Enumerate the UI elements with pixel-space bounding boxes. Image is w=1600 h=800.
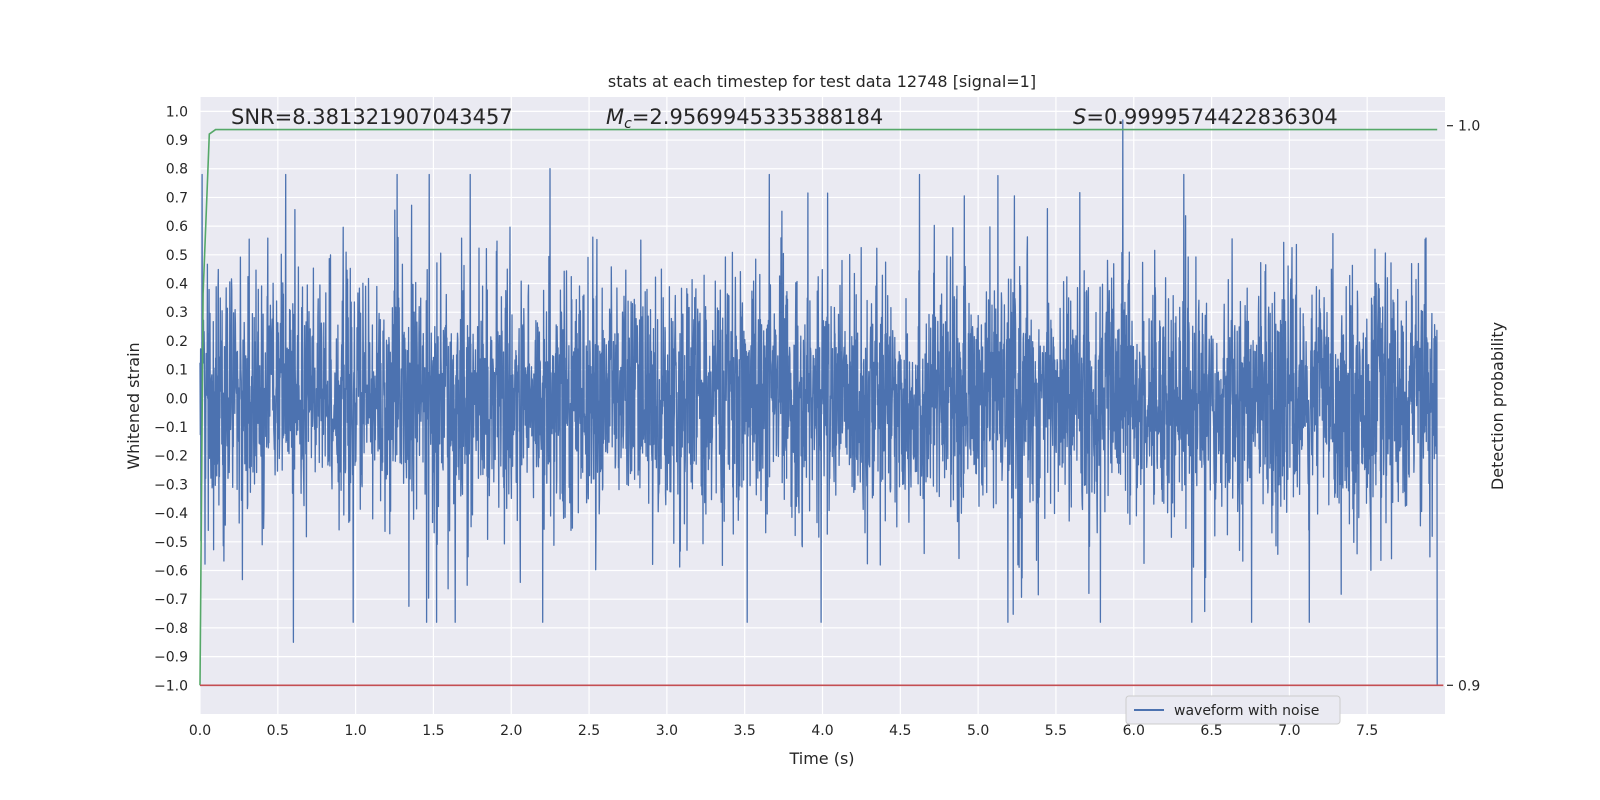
chirp-mass-subscript: c <box>624 116 632 132</box>
x-tick-label: 7.0 <box>1278 723 1300 739</box>
y-tick-label: 0.2 <box>166 334 188 350</box>
y-tick-label: −0.7 <box>154 592 188 608</box>
y-tick-label: 0.3 <box>166 305 188 321</box>
x-tick-label: 5.5 <box>1045 723 1067 739</box>
legend-label: waveform with noise <box>1174 703 1319 719</box>
y-tick-label: 0.9 <box>166 133 188 149</box>
detection-probability-line <box>199 128 1438 686</box>
y-tick-label: −0.1 <box>154 420 188 436</box>
x-tick-label: 3.5 <box>734 723 756 739</box>
y-axis-title: Whitened strain <box>124 342 143 469</box>
x-tick-label: 6.0 <box>1123 723 1145 739</box>
score-annotation: S=0.9999574422836304 <box>1073 105 1338 129</box>
y-tick-label: −0.8 <box>154 621 188 637</box>
chirp-mass-annotation: Mc=2.9569945335388184 <box>606 105 883 132</box>
x-axis-title: Time (s) <box>788 749 854 768</box>
x-tick-label: 0.5 <box>267 723 289 739</box>
y-tick-label: 0.7 <box>166 190 188 206</box>
y-tick-label: 0.6 <box>166 219 188 235</box>
x-tick-label: 1.5 <box>422 723 444 739</box>
y-tick-label: 0.5 <box>166 248 188 264</box>
y-tick-label: −0.4 <box>154 506 188 522</box>
x-tick-label: 0.0 <box>189 723 211 739</box>
x-tick-label: 2.0 <box>500 723 522 739</box>
series-layer <box>199 119 1444 687</box>
y2-tick-label: 0.9 <box>1458 678 1480 694</box>
y-tick-label: −0.3 <box>154 477 188 493</box>
y-tick-label: 0.4 <box>166 277 188 293</box>
y-tick-label: −0.6 <box>154 564 188 580</box>
x-tick-label: 3.0 <box>656 723 678 739</box>
y-tick-label: 1.0 <box>166 104 188 120</box>
chirp-mass-symbol: M <box>606 105 624 129</box>
y-tick-label: −0.5 <box>154 535 188 551</box>
y-tick-label: −0.9 <box>154 650 188 666</box>
x-tick-label: 6.5 <box>1200 723 1222 739</box>
legend: waveform with noise <box>1125 695 1341 725</box>
legend-box <box>1125 695 1341 725</box>
y-tick-label: 0.1 <box>166 363 188 379</box>
snr-annotation: SNR=8.381321907043457 <box>231 105 513 129</box>
y-tick-label: −0.2 <box>154 449 188 465</box>
chirp-mass-value: =2.9569945335388184 <box>632 105 883 129</box>
x-tick-label: 7.5 <box>1356 723 1378 739</box>
x-tick-label: 4.5 <box>889 723 911 739</box>
chart-title: stats at each timestep for test data 127… <box>608 72 1036 91</box>
y-tick-label: 0.8 <box>166 162 188 178</box>
y2-axis-title: Detection probability <box>1488 322 1507 490</box>
ticks: 0.0 0.5 1.0 1.5 2.0 2.5 3.0 3.5 4.0 4.5 5.0 5.5 6.0 6… <box>154 104 1480 739</box>
x-tick-label: 2.5 <box>578 723 600 739</box>
waveform-series-line <box>199 119 1438 686</box>
x-tick-label: 4.0 <box>811 723 833 739</box>
y-tick-label: 0.0 <box>166 391 188 407</box>
x-tick-label: 1.0 <box>344 723 366 739</box>
y2-tick-label: 1.0 <box>1458 119 1480 135</box>
score-value: =0.9999574422836304 <box>1086 105 1337 129</box>
score-symbol: S <box>1073 105 1086 129</box>
y-tick-label: −1.0 <box>154 678 188 694</box>
x-tick-label: 5.0 <box>967 723 989 739</box>
